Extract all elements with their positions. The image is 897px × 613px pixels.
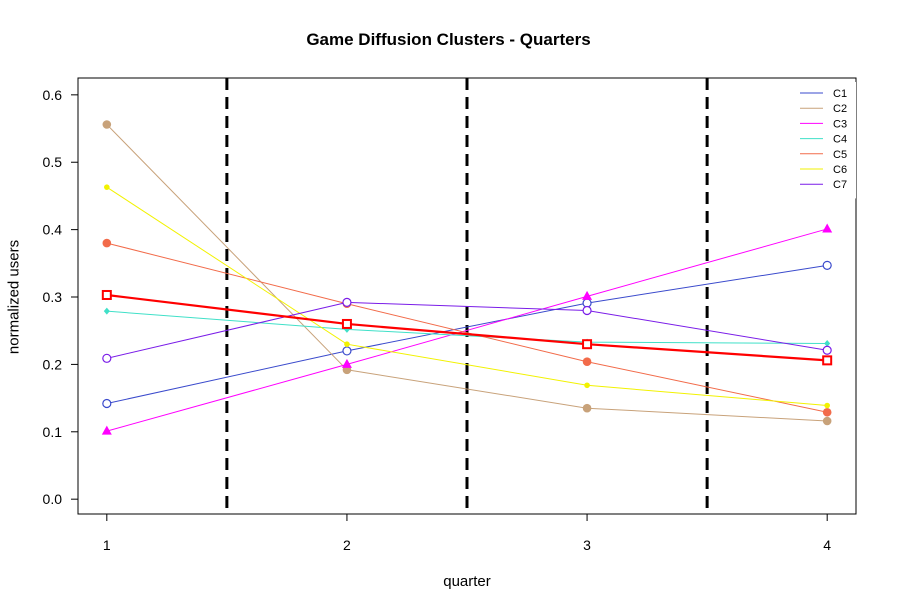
data-point-C1 [582, 298, 592, 308]
legend-label-C2: C2 [833, 103, 847, 115]
data-point-average [101, 289, 112, 300]
data-point-C3 [101, 425, 112, 435]
data-point-C6 [344, 341, 350, 347]
series-line-average [106, 293, 828, 362]
series-line-C6 [106, 186, 828, 407]
series-line-C7 [106, 301, 828, 359]
series-line-C1 [106, 264, 828, 404]
data-point-C5 [822, 407, 832, 417]
series-line-C2 [106, 124, 828, 422]
y-tick-label: 0.0 [43, 491, 63, 507]
data-point-C7 [102, 353, 112, 363]
chart-title: Game Diffusion Clusters - Quarters [306, 30, 591, 49]
data-point-C3 [341, 358, 352, 368]
data-point-average [822, 355, 833, 366]
legend-label-C3: C3 [833, 118, 847, 130]
legend-label-C5: C5 [833, 149, 847, 161]
series-line-C3 [106, 228, 828, 432]
data-point-C6 [824, 402, 830, 409]
y-tick-label: 0.5 [43, 154, 63, 170]
x-axis-label: quarter [443, 573, 491, 590]
data-point-C7 [582, 305, 592, 316]
data-point-C4 [103, 307, 110, 315]
y-tick-label: 0.1 [43, 424, 63, 440]
legend-label-C1: C1 [833, 88, 847, 100]
data-point-C4 [824, 340, 831, 348]
y-tick-label: 0.3 [43, 289, 63, 305]
legend-label-C6: C6 [833, 164, 847, 176]
y-tick-label: 0.2 [43, 356, 63, 372]
data-point-C1 [822, 260, 832, 270]
data-point-C1 [342, 346, 352, 356]
data-point-C6 [104, 184, 110, 190]
x-tick-label: 3 [583, 537, 591, 553]
x-tick-label: 4 [823, 537, 831, 553]
legend-box [790, 82, 856, 199]
data-point-C2 [582, 403, 592, 413]
y-tick-label: 0.6 [43, 87, 63, 103]
data-point-C5 [582, 357, 592, 367]
data-point-C6 [584, 382, 590, 389]
data-point-C3 [582, 290, 593, 300]
y-tick-label: 0.4 [43, 222, 63, 238]
series-line-C4 [106, 310, 828, 345]
x-tick-label: 1 [103, 537, 111, 553]
data-point-C3 [822, 223, 833, 233]
data-point-C2 [822, 416, 832, 426]
legend-label-C4: C4 [833, 134, 847, 146]
data-point-C7 [342, 297, 352, 308]
data-point-C1 [102, 398, 112, 409]
data-point-C7 [822, 345, 832, 355]
data-point-average [582, 339, 593, 350]
data-point-C5 [102, 238, 112, 248]
data-point-C2 [102, 120, 112, 129]
legend-label-C7: C7 [833, 179, 847, 191]
series-line-C5 [106, 242, 828, 413]
data-point-average [341, 318, 352, 329]
x-tick-label: 2 [343, 537, 351, 553]
